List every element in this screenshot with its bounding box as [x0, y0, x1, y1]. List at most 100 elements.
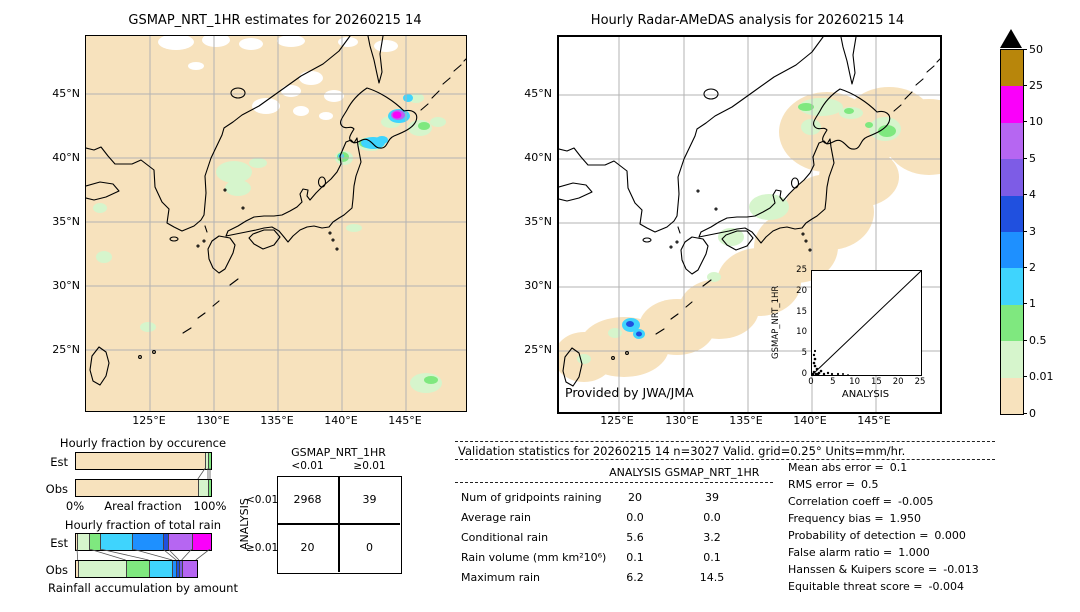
contingency-col-label-1: ≥0.01: [353, 460, 386, 472]
bar-segment: [90, 534, 101, 550]
stats-row-label: Num of gridpoints raining: [461, 491, 602, 504]
bar-segment: [198, 480, 209, 496]
stats-value-gsmap: 0.1: [703, 551, 721, 564]
occurrence-connectors: [197, 468, 211, 479]
stats-value-gsmap: 14.5: [699, 571, 725, 584]
score-value: 1.000: [898, 546, 930, 559]
lon-tick-label: 140°E: [793, 414, 827, 427]
colorbar-tick-label: 3: [1029, 224, 1036, 238]
colorbar-segment: [1001, 86, 1023, 123]
contingency-grid-hline: [277, 523, 400, 525]
stats-row-label: Conditional rain: [461, 531, 549, 544]
colorbar-tick: [1023, 266, 1027, 268]
stats-value-analysis: 5.6: [626, 531, 644, 544]
occurrence-obs-bar: [75, 479, 212, 497]
lat-tick-label: 45°N: [524, 87, 552, 100]
colorbar-segment: [1001, 122, 1023, 160]
stats-row-label: Average rain: [461, 511, 531, 524]
colorbar-tick: [1023, 84, 1027, 86]
score-line: Equitable threat score = -0.004: [788, 580, 964, 593]
contingency-row-group: ANALYSIS: [238, 498, 251, 550]
lat-tick-label: 35°N: [524, 215, 552, 228]
colorbar-tick-label: 25: [1029, 78, 1043, 92]
colorbar-tick-label: 4: [1029, 188, 1036, 202]
stats-value-analysis: 20: [628, 491, 642, 504]
bar-segment: [206, 453, 209, 469]
totalrain-est-label: Est: [50, 536, 68, 550]
colorbar: [1000, 49, 1024, 415]
totalrain-obs-bar: [75, 560, 198, 578]
colorbar-tick: [1023, 48, 1027, 50]
score-value: 0.000: [934, 529, 966, 542]
score-label: False alarm ratio =: [788, 546, 893, 559]
colorbar-tick: [1023, 121, 1027, 123]
bar-segment: [126, 561, 150, 577]
contingency-col-label-0: <0.01: [291, 460, 324, 472]
occurrence-chart-title: Hourly fraction by occurence: [59, 436, 227, 450]
colorbar-tick-label: 50: [1029, 42, 1043, 56]
lon-tick-label: 140°E: [324, 414, 358, 427]
colorbar-segment: [1001, 304, 1023, 342]
inset-x-axis-label: ANALYSIS: [841, 389, 890, 400]
inset-x-tick-label: 0: [808, 377, 814, 387]
score-label: Correlation coeff =: [788, 495, 892, 508]
bar-segment: [208, 453, 211, 469]
bar-segment: [182, 561, 197, 577]
score-label: Equitable threat score =: [788, 580, 923, 593]
lon-tick-label: 145°E: [388, 414, 422, 427]
lat-tick-label: 25°N: [52, 343, 80, 356]
left-map-title: GSMAP_NRT_1HR estimates for 20260215 14: [128, 13, 422, 28]
colorbar-segment: [1001, 377, 1023, 414]
stats-row-label: Rain volume (mm km²10⁶): [461, 551, 607, 564]
contingency-table: [277, 476, 402, 574]
left-map: [85, 35, 467, 412]
scatter-inset-canvas: [812, 271, 921, 375]
lat-tick-label: 45°N: [52, 87, 80, 100]
stats-value-gsmap: 0.0: [703, 511, 721, 524]
colorbar-tick: [1023, 303, 1027, 305]
totalrain-caption: Rainfall accumulation by amount: [48, 581, 238, 595]
score-line: Correlation coeff = -0.005: [788, 495, 933, 508]
inset-y-tick-label: 25: [796, 265, 807, 275]
score-value: -0.004: [928, 580, 964, 593]
colorbar-segment: [1001, 159, 1023, 196]
occurrence-est-bar: [75, 452, 212, 470]
lon-tick-label: 125°E: [600, 414, 634, 427]
no-data-blobs: [158, 36, 398, 120]
score-line: Hanssen & Kuipers score = -0.013: [788, 563, 979, 576]
stats-value-gsmap: 3.2: [703, 531, 721, 544]
score-value: -0.013: [943, 563, 979, 576]
score-label: Frequency bias =: [788, 512, 884, 525]
contingency-value-00: 2968: [293, 493, 322, 506]
lat-tick-label: 30°N: [52, 279, 80, 292]
totalrain-est-bar: [75, 533, 212, 551]
inset-x-tick-label: 15: [870, 377, 882, 387]
colorbar-tick: [1023, 339, 1027, 341]
stats-value-gsmap: 39: [705, 491, 719, 504]
colorbar-tick: [1023, 376, 1027, 378]
inset-x-tick-label: 25: [914, 377, 926, 387]
colorbar-tick-label: 1: [1029, 297, 1036, 311]
lon-tick-label: 130°E: [196, 414, 230, 427]
stats-value-analysis: 0.0: [626, 511, 644, 524]
rain-moderate-blobs: [338, 94, 413, 159]
coastline: [86, 36, 466, 386]
contingency-col-group: GSMAP_NRT_1HR: [291, 446, 386, 459]
score-label: RMS error =: [788, 478, 855, 491]
bar-segment: [149, 561, 174, 577]
lon-tick-label: 125°E: [132, 414, 166, 427]
one-to-one-line: [812, 271, 921, 375]
inset-y-tick-label: 0: [801, 369, 807, 379]
contingency-value-11: 0: [366, 541, 373, 554]
lon-tick-label: 130°E: [665, 414, 699, 427]
lat-tick-label: 25°N: [524, 343, 552, 356]
rain-trace-blobs: [93, 93, 446, 393]
radar-heavy-cells: [626, 321, 642, 337]
scatter-points: [812, 349, 849, 375]
rain-intense-core: [392, 111, 402, 119]
score-line: Probability of detection = 0.000: [788, 529, 966, 542]
occurrence-x-left: 0%: [65, 499, 85, 513]
totalrain-chart-title: Hourly fraction of total rain: [64, 518, 222, 532]
scatter-inset: [811, 270, 922, 376]
rain-light-blobs: [337, 122, 438, 384]
